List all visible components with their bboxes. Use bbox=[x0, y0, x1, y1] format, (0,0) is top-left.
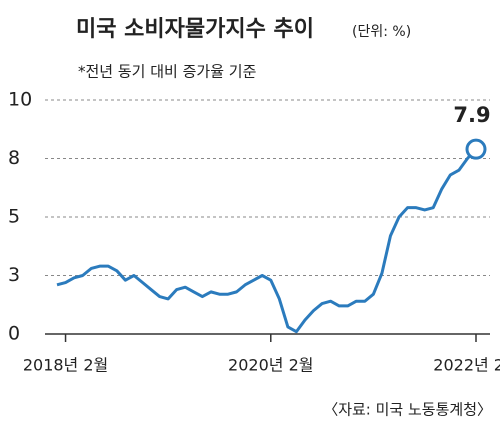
series-line bbox=[56, 148, 478, 334]
x-tick-label: 2022년 2월 bbox=[433, 356, 500, 375]
y-tick-label: 3 bbox=[8, 264, 20, 286]
unit-note: (단위: %) bbox=[352, 24, 411, 40]
chart-title: 미국 소비자물가지수 추이 bbox=[76, 17, 314, 42]
x-tick-label: 2018년 2월 bbox=[23, 356, 108, 375]
y-tick-label: 10 bbox=[8, 89, 32, 111]
y-tick-label: 8 bbox=[8, 147, 20, 169]
x-tick-label: 2020년 2월 bbox=[228, 356, 313, 375]
subtitle: *전년 동기 대비 증가율 기준 bbox=[78, 63, 257, 81]
y-tick-label: 0 bbox=[8, 323, 20, 345]
source: 〈자료: 미국 노동통계청〉 bbox=[323, 401, 492, 419]
y-tick-label: 5 bbox=[8, 206, 20, 228]
end-marker bbox=[465, 138, 487, 160]
value-label: 7.9 bbox=[453, 103, 490, 127]
